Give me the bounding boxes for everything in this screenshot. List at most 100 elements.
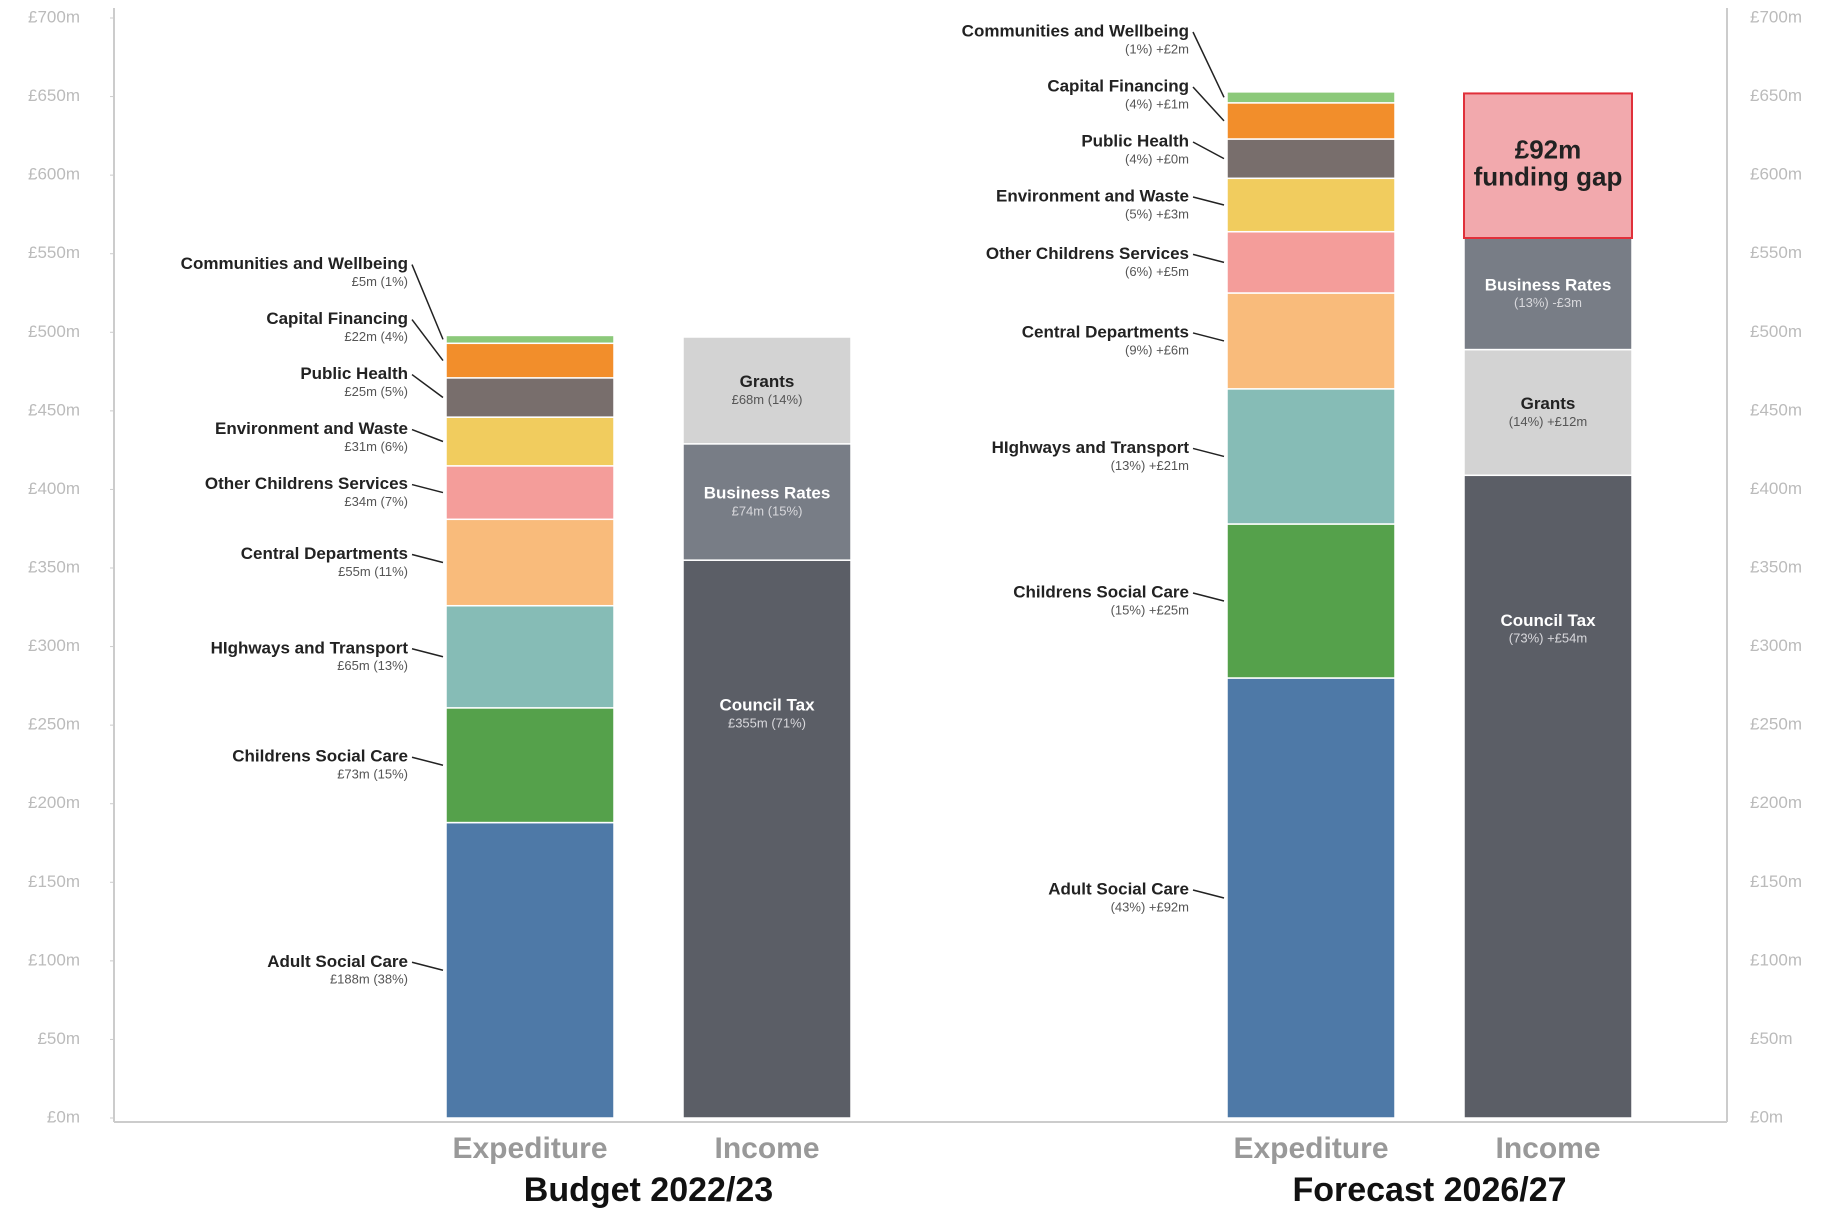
segment-label: Communities and Wellbeing	[181, 254, 408, 273]
bar-segment	[1226, 230, 1396, 294]
segment-label: Central Departments	[1022, 322, 1189, 341]
bar-segment	[1226, 102, 1396, 140]
y-tick-label: £500m	[28, 322, 80, 341]
segment-label: Communities and Wellbeing	[962, 21, 1189, 40]
segment-label: Public Health	[1081, 131, 1189, 150]
y-tick-label: £50m	[37, 1029, 80, 1048]
leader-line	[411, 319, 444, 362]
y-tick-label: £250m	[28, 715, 80, 734]
segment-value-label: £22m (4%)	[344, 329, 408, 344]
bar-segment	[1226, 138, 1396, 180]
y2-tick-label: £350m	[1750, 557, 1802, 576]
y2-tick-label: £200m	[1750, 793, 1802, 812]
segment-value-label: £188m (38%)	[330, 972, 408, 987]
bar-segment	[445, 377, 615, 418]
segment-value-label: £55m (11%)	[338, 564, 408, 579]
y-tick-label: £650m	[28, 86, 80, 105]
y2-tick-label: £150m	[1750, 872, 1802, 891]
segment-value-label: (5%) +£3m	[1125, 206, 1189, 221]
segment-label: Other Childrens Services	[205, 474, 408, 493]
segment-label: Council Tax	[719, 696, 815, 715]
segment-value-label: (13%) -£3m	[1514, 295, 1582, 310]
segment-value-label: (43%) +£92m	[1111, 899, 1189, 914]
gap-label: funding gap	[1474, 162, 1623, 192]
y2-tick-label: £700m	[1750, 7, 1802, 26]
bar-segment	[445, 342, 615, 379]
bar-segment	[1226, 292, 1396, 390]
segment-value-label: £34m (7%)	[344, 494, 408, 509]
leader-line	[411, 756, 444, 766]
y-tick-label: £400m	[28, 479, 80, 498]
group-title: Forecast 2026/27	[1292, 1171, 1566, 1209]
leader-line	[411, 483, 444, 494]
y2-tick-label: £300m	[1750, 636, 1802, 655]
segment-label: Central Departments	[241, 544, 408, 563]
segment-value-label: £68m (14%)	[732, 392, 803, 407]
leader-line	[1192, 86, 1225, 122]
y2-tick-label: £600m	[1750, 165, 1802, 184]
leader-line	[1192, 196, 1225, 206]
category-label: Income	[1495, 1132, 1600, 1165]
bar-segment	[445, 416, 615, 467]
segment-label: Adult Social Care	[267, 952, 408, 971]
y2-tick-label: £400m	[1750, 479, 1802, 498]
y-tick-label: £700m	[28, 7, 80, 26]
segment-label: Environment and Waste	[996, 186, 1189, 205]
segment-value-label: (9%) +£6m	[1125, 342, 1189, 357]
y2-tick-label: £500m	[1750, 322, 1802, 341]
segment-label: Business Rates	[704, 483, 831, 502]
y-tick-label: £300m	[28, 636, 80, 655]
segment-label: Adult Social Care	[1048, 879, 1189, 898]
segment-value-label: £74m (15%)	[732, 503, 803, 518]
segment-label: HIghways and Transport	[992, 438, 1190, 457]
segment-value-label: £355m (71%)	[728, 716, 806, 731]
leader-line	[1192, 141, 1225, 160]
y-tick-label: £550m	[28, 243, 80, 262]
segment-value-label: (4%) +£1m	[1125, 96, 1189, 111]
segment-value-label: £73m (15%)	[337, 767, 408, 782]
bar-segment	[445, 334, 615, 345]
y2-tick-label: £250m	[1750, 715, 1802, 734]
segment-value-label: (1%) +£2m	[1125, 41, 1189, 56]
leader-line	[411, 553, 444, 564]
segment-label: HIghways and Transport	[211, 638, 409, 657]
segment-value-label: £31m (6%)	[344, 439, 408, 454]
segment-label: Business Rates	[1485, 275, 1612, 294]
leader-line	[1192, 889, 1225, 899]
y2-tick-label: £0m	[1750, 1107, 1783, 1126]
y-tick-label: £350m	[28, 557, 80, 576]
segment-label: Environment and Waste	[215, 419, 408, 438]
segment-label: Capital Financing	[1047, 76, 1189, 95]
bar-segment	[1226, 677, 1396, 1119]
leader-line	[411, 428, 444, 443]
group-title: Budget 2022/23	[524, 1171, 773, 1209]
segment-value-label: (4%) +£0m	[1125, 151, 1189, 166]
bar-segment	[682, 336, 852, 445]
segment-label: Grants	[740, 372, 795, 391]
y2-tick-label: £450m	[1750, 400, 1802, 419]
y2-tick-label: £650m	[1750, 86, 1802, 105]
segment-value-label: (14%) +£12m	[1509, 414, 1587, 429]
y-tick-label: £450m	[28, 400, 80, 419]
segment-value-label: £5m (1%)	[352, 274, 408, 289]
category-label: Expediture	[452, 1132, 607, 1165]
category-label: Expediture	[1233, 1132, 1388, 1165]
leader-line	[1192, 447, 1225, 458]
gap-value-label: £92m	[1515, 135, 1582, 165]
bar-segment	[445, 518, 615, 607]
leader-line	[1192, 253, 1225, 264]
bar-segment	[445, 707, 615, 824]
y-tick-label: £200m	[28, 793, 80, 812]
bar-segment	[1463, 237, 1633, 351]
bar-segment	[682, 559, 852, 1119]
bar-segment	[1226, 91, 1396, 104]
leader-line	[411, 961, 444, 972]
y2-tick-label: £50m	[1750, 1029, 1793, 1048]
y-tick-label: £0m	[47, 1107, 80, 1126]
bar-segment	[445, 465, 615, 521]
segment-label: Childrens Social Care	[232, 747, 408, 766]
y2-tick-label: £550m	[1750, 243, 1802, 262]
segment-label: Public Health	[300, 364, 408, 383]
bar-segment	[445, 821, 615, 1119]
